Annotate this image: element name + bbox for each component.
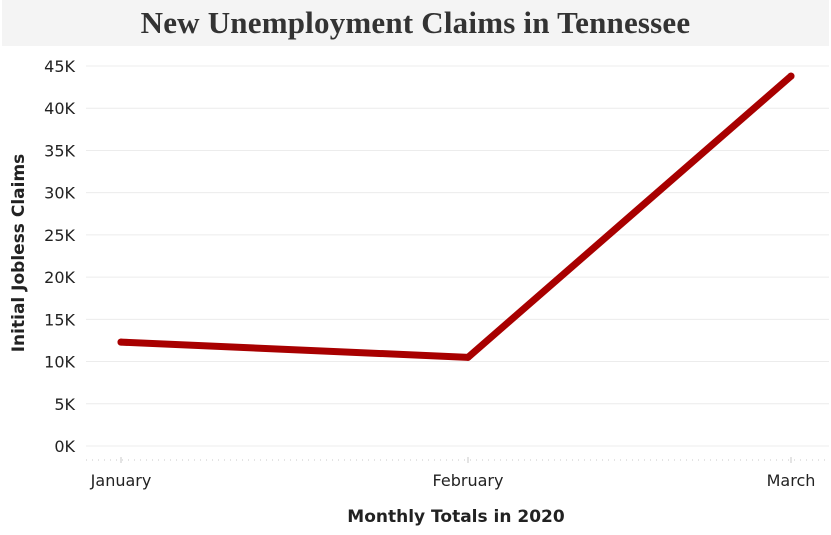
y-axis-title: Initial Jobless Claims <box>9 154 29 353</box>
x-tick-label: March <box>767 471 816 490</box>
y-tick-label: 30K <box>44 184 75 203</box>
series-layer <box>117 72 795 361</box>
data-point[interactable] <box>117 338 125 346</box>
title-bar: New Unemployment Claims in Tennessee <box>2 0 829 46</box>
x-axis-ticks: January February March <box>86 457 829 490</box>
y-tick-label: 45K <box>44 57 75 76</box>
grid-lines <box>86 65 829 447</box>
y-tick-label: 0K <box>54 437 75 456</box>
y-tick-label: 40K <box>44 99 75 118</box>
y-tick-label: 10K <box>44 353 75 372</box>
x-tick-label: January <box>90 471 152 490</box>
y-tick-label: 25K <box>44 226 75 245</box>
x-tick-label: February <box>433 471 504 490</box>
y-tick-label: 5K <box>54 395 75 414</box>
data-point[interactable] <box>787 72 795 80</box>
x-axis-title: Monthly Totals in 2020 <box>347 507 565 527</box>
y-tick-label: 20K <box>44 268 75 287</box>
series-line <box>117 72 795 361</box>
y-tick-label: 35K <box>44 141 75 160</box>
y-axis-ticks: 0K 5K 10K 15K 20K 25K 30K 35K 40K 45K <box>44 57 75 456</box>
chart-title: New Unemployment Claims in Tennessee <box>140 5 691 40</box>
data-point[interactable] <box>464 353 472 361</box>
y-tick-label: 15K <box>44 310 75 329</box>
